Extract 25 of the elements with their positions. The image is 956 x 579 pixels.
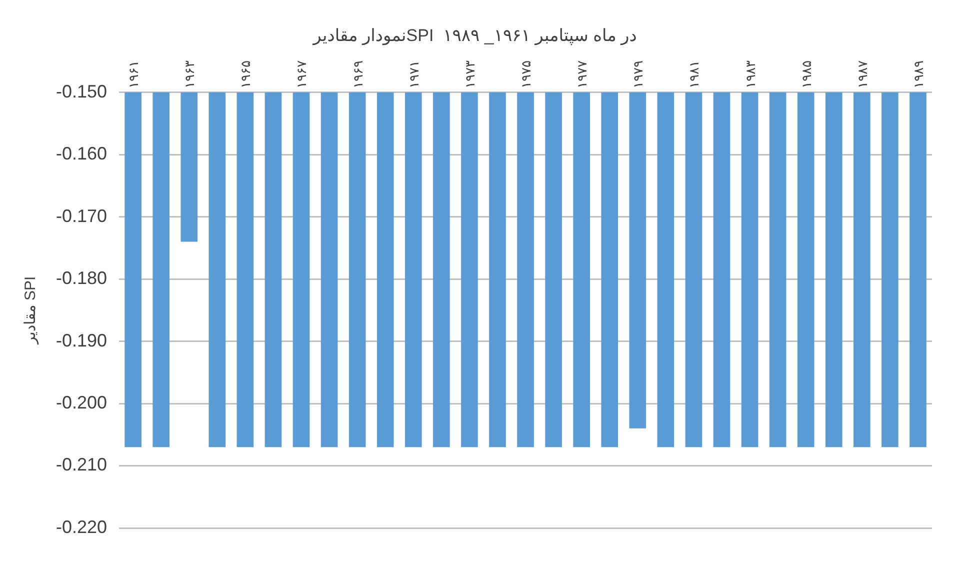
y-tick-label: -0.210 [56,454,108,475]
y-tick-label: -0.150 [56,81,108,102]
y-tick-label: -0.160 [56,144,108,164]
x-tick-label: ۱۹۷۵ [518,60,534,88]
y-tick-label: -0.200 [56,392,108,412]
x-tick-label: ۱۹۷۳ [462,60,478,88]
y-tick-label: -0.180 [56,268,108,288]
x-tick-label: ۱۹۷۱ [406,60,422,88]
x-tick-label: ۱۹۸۷ [854,60,870,88]
x-tick-label: ۱۹۶۵ [238,60,254,88]
x-tick-label: ۱۹۷۹ [630,60,646,88]
y-tick-label: -0.170 [56,206,108,226]
x-tick-label: ۱۹۸۵ [798,60,814,88]
x-tick-label: ۱۹۸۳ [742,60,758,88]
y-axis-title: مقادیر SPI [22,276,40,346]
x-tick-label: ۱۹۷۷ [574,60,590,88]
x-tick-label: ۱۹۸۹ [910,60,926,88]
x-tick-label: ۱۹۶۹ [350,60,366,88]
x-tick-label: ۱۹۶۳ [182,60,198,88]
x-tick-label: ۱۹۶۷ [294,60,310,88]
x-tick-label: ۱۹۸۱ [686,60,702,88]
y-tick-label: -0.220 [56,516,108,537]
chart-title: نمودار مقادیرSPI در ماه سپتامبر ۱۹۶۱_ ۱۹۸۹ [312,26,637,46]
x-tick-label: ۱۹۶۱ [126,60,142,88]
y-tick-label: -0.190 [56,330,108,350]
